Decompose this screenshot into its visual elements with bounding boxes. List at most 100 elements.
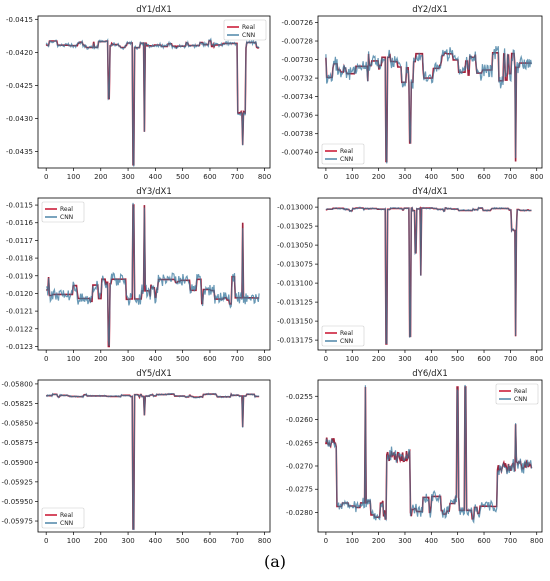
- y-tick-label: -0.0123: [6, 343, 33, 351]
- x-tick-label: 700: [231, 173, 244, 181]
- x-tick-label: 500: [451, 537, 464, 545]
- plot-frame: [317, 197, 543, 351]
- x-tick-label: 700: [504, 537, 517, 545]
- chart-panel-2: dY2/dX1 0 100 200 300 400 500 600 700 800 -0.00726…: [282, 5, 544, 181]
- y-tick-label: -0.00734: [282, 93, 314, 101]
- y-tick-label: -0.0118: [6, 255, 33, 263]
- series-overlap-line: [325, 386, 532, 520]
- x-tick-label: 800: [530, 355, 543, 363]
- y-tick-label: -0.013125: [277, 299, 313, 307]
- y-tick-label: -0.00728: [282, 38, 313, 46]
- x-tick-label: 0: [44, 173, 48, 181]
- series-overlap-line: [46, 204, 260, 347]
- plot-frame: [37, 379, 271, 533]
- x-tick-label: 400: [425, 355, 438, 363]
- legend-label-real: Real: [514, 388, 527, 395]
- y-tick-label: -0.013150: [277, 318, 313, 326]
- x-tick-label: 200: [94, 537, 107, 545]
- x-tick-label: 100: [346, 355, 359, 363]
- series-real-line: [46, 204, 260, 348]
- legend-label-cnn: CNN: [340, 156, 353, 163]
- legend-label-real: Real: [340, 330, 353, 337]
- chart-panel-5: dY5/dX1 0 100 200 300 400 500 600 700 800 -0.05800…: [2, 369, 272, 545]
- y-tick-label: -0.00730: [282, 56, 313, 64]
- x-tick-label: 400: [149, 173, 162, 181]
- y-tick-label: -0.00732: [282, 75, 313, 83]
- y-tick-label: -0.05975: [2, 518, 33, 526]
- x-tick-label: 700: [504, 355, 517, 363]
- chart-title: dY6/dX1: [412, 369, 448, 379]
- x-tick-label: 700: [504, 173, 517, 181]
- y-tick-label: -0.0120: [6, 290, 33, 298]
- x-tick-label: 800: [258, 173, 271, 181]
- legend-label-real: Real: [60, 512, 73, 519]
- x-tick-label: 400: [149, 355, 162, 363]
- y-tick-label: -0.0425: [6, 82, 33, 90]
- y-tick-label: -0.0265: [286, 439, 313, 447]
- x-tick-label: 400: [425, 173, 438, 181]
- y-tick-label: -0.0122: [6, 325, 33, 333]
- legend-label-real: Real: [340, 148, 353, 155]
- series-overlap-line: [325, 207, 532, 345]
- x-tick-label: 200: [372, 537, 385, 545]
- x-tick-label: 200: [372, 355, 385, 363]
- chart-title: dY1/dX1: [136, 5, 172, 15]
- y-tick-label: -0.05900: [2, 459, 33, 467]
- y-tick-label: -0.0260: [286, 416, 313, 424]
- legend-label-cnn: CNN: [60, 214, 73, 221]
- y-tick-label: -0.0415: [6, 16, 33, 24]
- x-tick-label: 700: [231, 355, 244, 363]
- figure-caption: (a): [263, 552, 287, 571]
- y-tick-label: -0.013025: [277, 223, 313, 231]
- series-real-line: [45, 39, 260, 166]
- series-cnn-line: [45, 37, 260, 167]
- y-tick-label: -0.013075: [277, 261, 313, 269]
- y-tick-label: -0.0430: [6, 115, 33, 123]
- y-tick-label: -0.013175: [277, 337, 313, 345]
- x-tick-label: 400: [425, 537, 438, 545]
- y-tick-label: -0.00740: [282, 149, 313, 157]
- x-tick-label: 200: [94, 173, 107, 181]
- y-tick-label: -0.0420: [6, 49, 33, 57]
- x-tick-label: 0: [44, 537, 48, 545]
- chart-panel-3: dY3/dX1 0 100 200 300 400 500 600 700 800 -0.0115 -…: [6, 187, 271, 363]
- legend-label-cnn: CNN: [242, 32, 255, 39]
- series-cnn-line: [46, 202, 260, 346]
- y-tick-label: -0.05925: [2, 478, 33, 486]
- plot-frame: [317, 15, 543, 169]
- x-tick-label: 800: [258, 537, 271, 545]
- y-tick-label: -0.0119: [6, 272, 33, 280]
- y-tick-label: -0.05825: [2, 400, 33, 408]
- chart-title: dY5/dX1: [136, 369, 172, 379]
- x-tick-label: 600: [477, 173, 490, 181]
- legend-label-cnn: CNN: [514, 396, 527, 403]
- series-real-line: [325, 206, 532, 345]
- x-tick-label: 100: [346, 537, 359, 545]
- series-overlap-line: [46, 393, 260, 530]
- plot-frame: [37, 15, 271, 169]
- x-tick-label: 800: [258, 355, 271, 363]
- y-tick-label: -0.013000: [277, 204, 313, 212]
- y-tick-label: -0.0115: [6, 202, 33, 210]
- x-tick-label: 600: [477, 355, 490, 363]
- x-tick-label: 800: [530, 537, 543, 545]
- x-tick-label: 300: [121, 537, 134, 545]
- x-tick-label: 500: [176, 537, 189, 545]
- x-tick-label: 600: [203, 173, 216, 181]
- x-tick-label: 100: [67, 173, 80, 181]
- chart-panel-1: dY1/dX1 0 100 200 300 400 500 600 700 800 -0.0415 -…: [6, 5, 271, 181]
- chart-title: dY3/dX1: [136, 187, 172, 197]
- x-tick-label: 300: [121, 355, 134, 363]
- y-tick-label: -0.00726: [282, 19, 314, 27]
- legend-label-real: Real: [242, 24, 255, 31]
- x-tick-label: 200: [94, 355, 107, 363]
- y-tick-label: -0.0255: [286, 393, 313, 401]
- x-tick-label: 200: [372, 173, 385, 181]
- y-tick-label: -0.0270: [286, 462, 313, 470]
- legend-label-real: Real: [60, 206, 73, 213]
- series-overlap-line: [325, 52, 532, 162]
- x-tick-label: 500: [176, 173, 189, 181]
